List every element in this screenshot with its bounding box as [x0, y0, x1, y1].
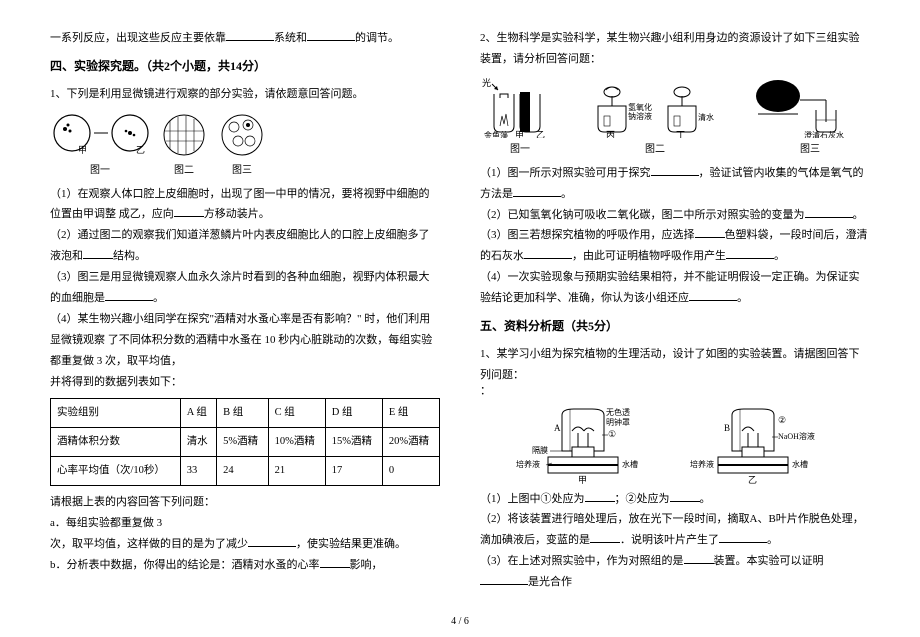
figure-row-5: A 无色透 明钟罩 ① 隔膜 培养液 水槽 甲	[480, 403, 870, 485]
intro-text-b: 系统和	[274, 32, 307, 44]
fig1-label: 图一	[90, 161, 110, 180]
svg-text:无色透: 无色透	[606, 407, 630, 417]
svg-text:B: B	[724, 423, 730, 433]
svg-text:乙: 乙	[536, 130, 545, 138]
fig1-jia-label: 甲	[78, 145, 87, 155]
q5-3: （3）在上述对照实验中，作为对照组的是装置。本实验可以证明是光合作	[480, 551, 870, 593]
q1-2: （2）通过图二的观察我们知道洋葱鳞片叶内表皮细胞比人的口腔上皮细胞多了液泡和结构…	[50, 225, 440, 267]
svg-text:光: 光	[482, 77, 491, 88]
right-column: 2、生物科学是实验科学，某生物兴趣小组利用身边的资源设计了如下三组实验装置，请分…	[480, 28, 870, 588]
svg-text:清水: 清水	[698, 112, 714, 122]
r-fig1-svg: 光 金鱼藻 甲 乙	[480, 76, 560, 138]
svg-text:丁: 丁	[676, 130, 685, 138]
section4-title: 四、实验探究题。（共2个小题，共14分）	[50, 55, 440, 78]
fig1-yi-label: 乙	[136, 145, 145, 155]
fig5-yi: B ② NaOH溶液 培养液 水槽 乙	[690, 403, 840, 485]
q1-a2: 次，取平均值，这样做的目的是为了减少，使实验结果更准确。	[50, 534, 440, 555]
r-fig2-label: 图二	[645, 140, 665, 159]
r-fig1: 光 金鱼藻 甲 乙 图一	[480, 76, 560, 159]
svg-text:②: ②	[778, 415, 786, 425]
intro-text-c: 的调节。	[355, 32, 399, 44]
q5-1: （1）上图中①处应为；②处应为。	[480, 489, 870, 510]
svg-text:氢氧化: 氢氧化	[628, 102, 652, 112]
svg-text:澄清石灰水: 澄清石灰水	[804, 130, 844, 138]
r-fig3: 澄清石灰水 图三	[750, 76, 870, 159]
r-fig2: 丙 氢氧化 钠溶液 丁 清水 图二	[590, 76, 720, 159]
fig5-yi-svg: B ② NaOH溶液 培养液 水槽 乙	[690, 403, 840, 485]
r-fig3-svg: 澄清石灰水	[750, 76, 870, 138]
page-number: 4 / 6	[0, 616, 920, 627]
svg-text:明钟罩: 明钟罩	[606, 417, 630, 427]
q5-2: （2）将该装置进行暗处理后，放在光下一段时间，摘取A、B叶片作脱色处理，滴加碘液…	[480, 509, 870, 551]
svg-text:金鱼藻: 金鱼藻	[484, 130, 508, 138]
table-row: 心率平均值（次/10秒） 33 24 21 17 0	[51, 457, 440, 486]
svg-text:乙: 乙	[748, 475, 757, 485]
fig1-col: 甲 乙 图一	[50, 111, 150, 180]
table-row: 酒精体积分数 清水 5%酒精 10%酒精 15%酒精 20%酒精	[51, 428, 440, 457]
fig3-svg	[218, 111, 266, 159]
svg-text:A: A	[554, 423, 561, 433]
fig2-label: 图二	[174, 161, 194, 180]
q2-3: （3）图三若想探究植物的呼吸作用，应选择色塑料袋，一段时间后，澄清的石灰水，由此…	[480, 225, 870, 267]
intro-text-a: 一系列反应，出现这些反应主要依靠	[50, 32, 226, 44]
section5-title: 五、资料分析题（共5分）	[480, 315, 870, 338]
q1-a1: a．每组实验都重复做 3	[50, 513, 440, 534]
fig5-jia: A 无色透 明钟罩 ① 隔膜 培养液 水槽 甲	[510, 403, 660, 485]
intro-line: 一系列反应，出现这些反应主要依靠 系统和 的调节。	[50, 28, 440, 49]
colon: ：	[480, 386, 870, 397]
r-fig2-svg: 丙 氢氧化 钠溶液 丁 清水	[590, 76, 720, 138]
fig2-col: 图二	[160, 111, 208, 180]
svg-text:钠溶液: 钠溶液	[628, 111, 652, 121]
svg-text:NaOH溶液: NaOH溶液	[778, 431, 815, 441]
r-fig3-label: 图三	[800, 140, 820, 159]
q1-b: b．分析表中数据，你得出的结论是：酒精对水蚤的心率影响，	[50, 555, 440, 576]
svg-text:甲: 甲	[578, 475, 587, 485]
svg-text:水槽: 水槽	[792, 459, 808, 469]
q2-intro: 2、生物科学是实验科学，某生物兴趣小组利用身边的资源设计了如下三组实验装置，请分…	[480, 28, 870, 70]
q2-4: （4）一次实验现象与预期实验结果相符，并不能证明假设一定正确。为保证实验结论更加…	[480, 267, 870, 309]
q1-1: （1）在观察人体口腔上皮细胞时，出现了图一中甲的情况，要将视野中细胞的位置由甲调…	[50, 184, 440, 226]
q1-4-table-intro: 并将得到的数据列表如下：	[50, 372, 440, 393]
data-table: 实验组别 A 组 B 组 C 组 D 组 E 组 酒精体积分数 清水 5%酒精 …	[50, 398, 440, 486]
table-row: 实验组别 A 组 B 组 C 组 D 组 E 组	[51, 399, 440, 428]
svg-text:培养液: 培养液	[516, 459, 540, 469]
svg-text:隔膜: 隔膜	[532, 445, 548, 455]
svg-text:①: ①	[608, 429, 616, 439]
q2-2: （2）已知氢氧化钠可吸收二氧化碳，图二中所示对照实验的变量为。	[480, 205, 870, 226]
svg-text:甲: 甲	[515, 130, 524, 138]
svg-text:丙: 丙	[606, 130, 615, 138]
left-column: 一系列反应，出现这些反应主要依靠 系统和 的调节。 四、实验探究题。（共2个小题，共…	[50, 28, 440, 588]
svg-text:培养液: 培养液	[690, 459, 714, 469]
r-fig1-label: 图一	[510, 140, 530, 159]
figure-row-2: 光 金鱼藻 甲 乙 图一	[480, 76, 870, 159]
after-table: 请根据上表的内容回答下列问题：	[50, 492, 440, 513]
fig3-col: 图三	[218, 111, 266, 180]
fig5-jia-svg: A 无色透 明钟罩 ① 隔膜 培养液 水槽 甲	[510, 403, 660, 485]
q1-4: （4）某生物兴趣小组同学在探究"酒精对水蚤心率是否有影响？" 时，他们利用显微镜…	[50, 309, 440, 372]
q1-intro: 1、下列是利用显微镜进行观察的部分实验，请依题意回答问题。	[50, 84, 440, 105]
figure-row-1: 甲 乙 图一 图二	[50, 111, 440, 180]
fig1-svg: 甲 乙	[50, 111, 150, 159]
svg-text:水槽: 水槽	[622, 459, 638, 469]
fig2-svg	[160, 111, 208, 159]
fig3-label: 图三	[232, 161, 252, 180]
q5-intro: 1、某学习小组为探究植物的生理活动，设计了如图的实验装置。请据图回答下列问题：	[480, 344, 870, 386]
q2-1: （1）图一所示对照实验可用于探究，验证试管内收集的气体是氧气的方法是。	[480, 163, 870, 205]
q1-3: （3）图三是用显微镜观察人血永久涂片时看到的各种血细胞，视野内体积最大的血细胞是…	[50, 267, 440, 309]
